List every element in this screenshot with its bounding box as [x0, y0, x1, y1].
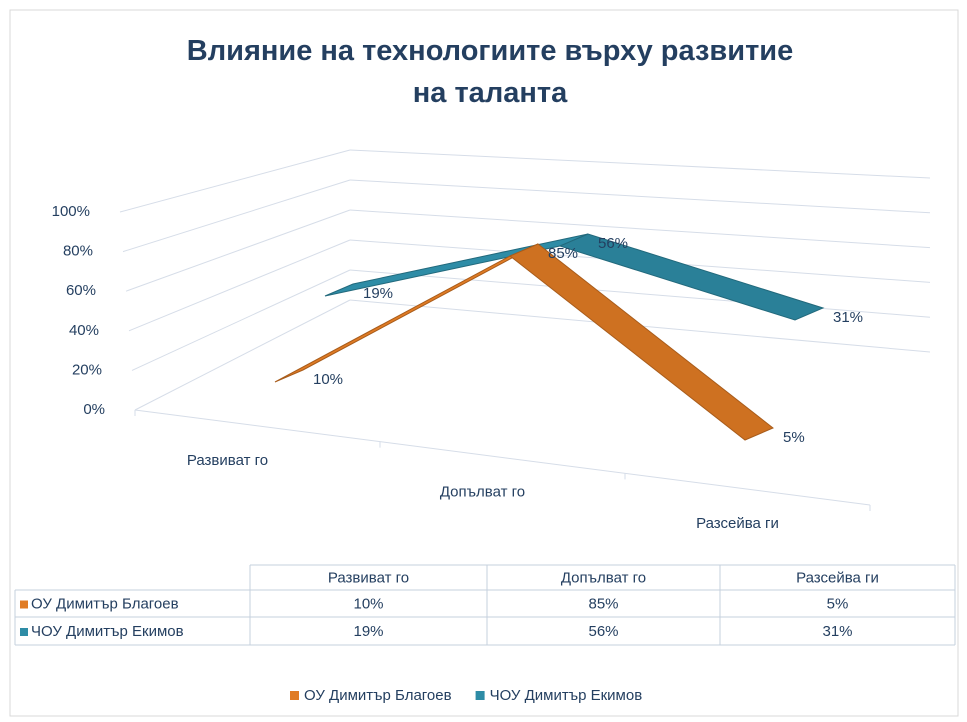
table-key — [20, 628, 28, 636]
ribbon-segment — [509, 243, 774, 441]
table-row-label: ЧОУ Димитър Екимов — [31, 623, 184, 640]
data-label: 10% — [313, 371, 343, 388]
table-header: Развиват го — [328, 569, 409, 586]
grid-line — [119, 149, 351, 213]
x-tick-label: Разсейва ги — [696, 515, 779, 532]
x-tick-label: Развиват го — [187, 452, 268, 469]
chart-title: Влияние на технологиите върху развитие н… — [186, 35, 794, 109]
y-tick-label: 40% — [69, 322, 99, 339]
y-tick-label: 20% — [72, 361, 102, 378]
data-label: 85% — [548, 245, 578, 262]
table-cell: 10% — [353, 595, 383, 612]
grid-line — [349, 179, 931, 214]
table-cell: 56% — [588, 623, 618, 640]
x-axis — [134, 409, 871, 506]
y-tick-label: 80% — [63, 243, 93, 260]
table-header: Разсейва ги — [796, 569, 879, 586]
legend-label: ОУ Димитър Благоев — [304, 687, 452, 704]
grid-line — [128, 239, 351, 332]
grid-line — [125, 209, 351, 292]
ribbon-segment — [558, 233, 825, 321]
grid-line — [349, 149, 931, 179]
y-tick-label: 100% — [52, 203, 90, 220]
table-cell: 85% — [588, 595, 618, 612]
legend-key — [475, 691, 485, 700]
x-tick-label: Допълват го — [440, 483, 525, 500]
table-cell: 31% — [822, 623, 852, 640]
grid-line — [122, 179, 351, 253]
table-header: Допълват го — [561, 569, 646, 586]
grid-line — [349, 269, 931, 318]
table-key — [20, 600, 28, 609]
y-tick-label: 60% — [66, 282, 96, 299]
y-tick-label: 0% — [83, 401, 105, 418]
table-row-label: ОУ Димитър Благоев — [31, 595, 179, 612]
data-label: 19% — [363, 285, 393, 302]
table-cell: 19% — [353, 623, 383, 640]
grid-line — [349, 209, 931, 249]
legend-key — [290, 691, 299, 700]
data-label: 31% — [833, 309, 863, 326]
table-cell: 5% — [827, 595, 849, 612]
data-label: 56% — [598, 235, 628, 252]
grid-line — [131, 269, 351, 371]
chart-border — [9, 9, 959, 717]
data-label: 5% — [783, 429, 805, 446]
grid-line — [134, 299, 351, 411]
legend-label: ЧОУ Димитър Екимов — [490, 687, 643, 704]
